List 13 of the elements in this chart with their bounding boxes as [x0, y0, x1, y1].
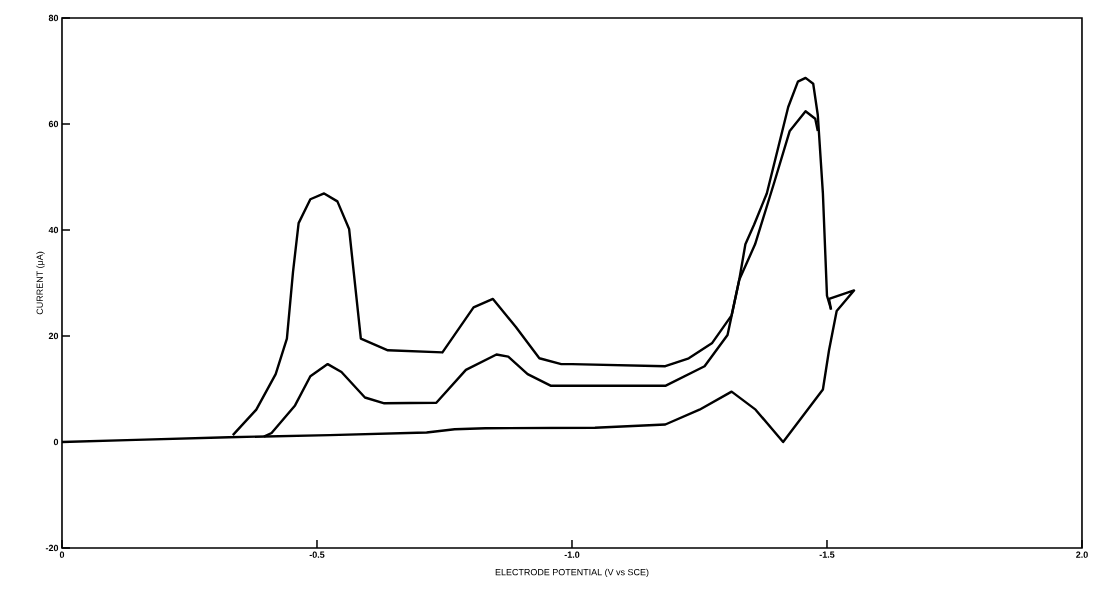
y-tick-label: 80	[48, 14, 59, 22]
x-tick-label: -1.0	[564, 551, 580, 558]
x-tick-label: -0.5	[309, 551, 325, 558]
y-axis-title: CURRENT (μA)	[36, 251, 45, 315]
x-tick-label: 0	[59, 551, 65, 558]
y-tick-label: 40	[48, 226, 59, 234]
x-tick-label: 2.0	[1076, 551, 1088, 558]
x-tick-label: -1.5	[819, 551, 835, 558]
y-tick-label: 0	[53, 438, 59, 446]
y-tick-label: -20	[45, 544, 59, 552]
y-tick-label: 60	[48, 120, 59, 128]
x-axis-title: ELECTRODE POTENTIAL (V vs SCE)	[495, 568, 649, 578]
y-tick-label: 20	[48, 332, 59, 340]
